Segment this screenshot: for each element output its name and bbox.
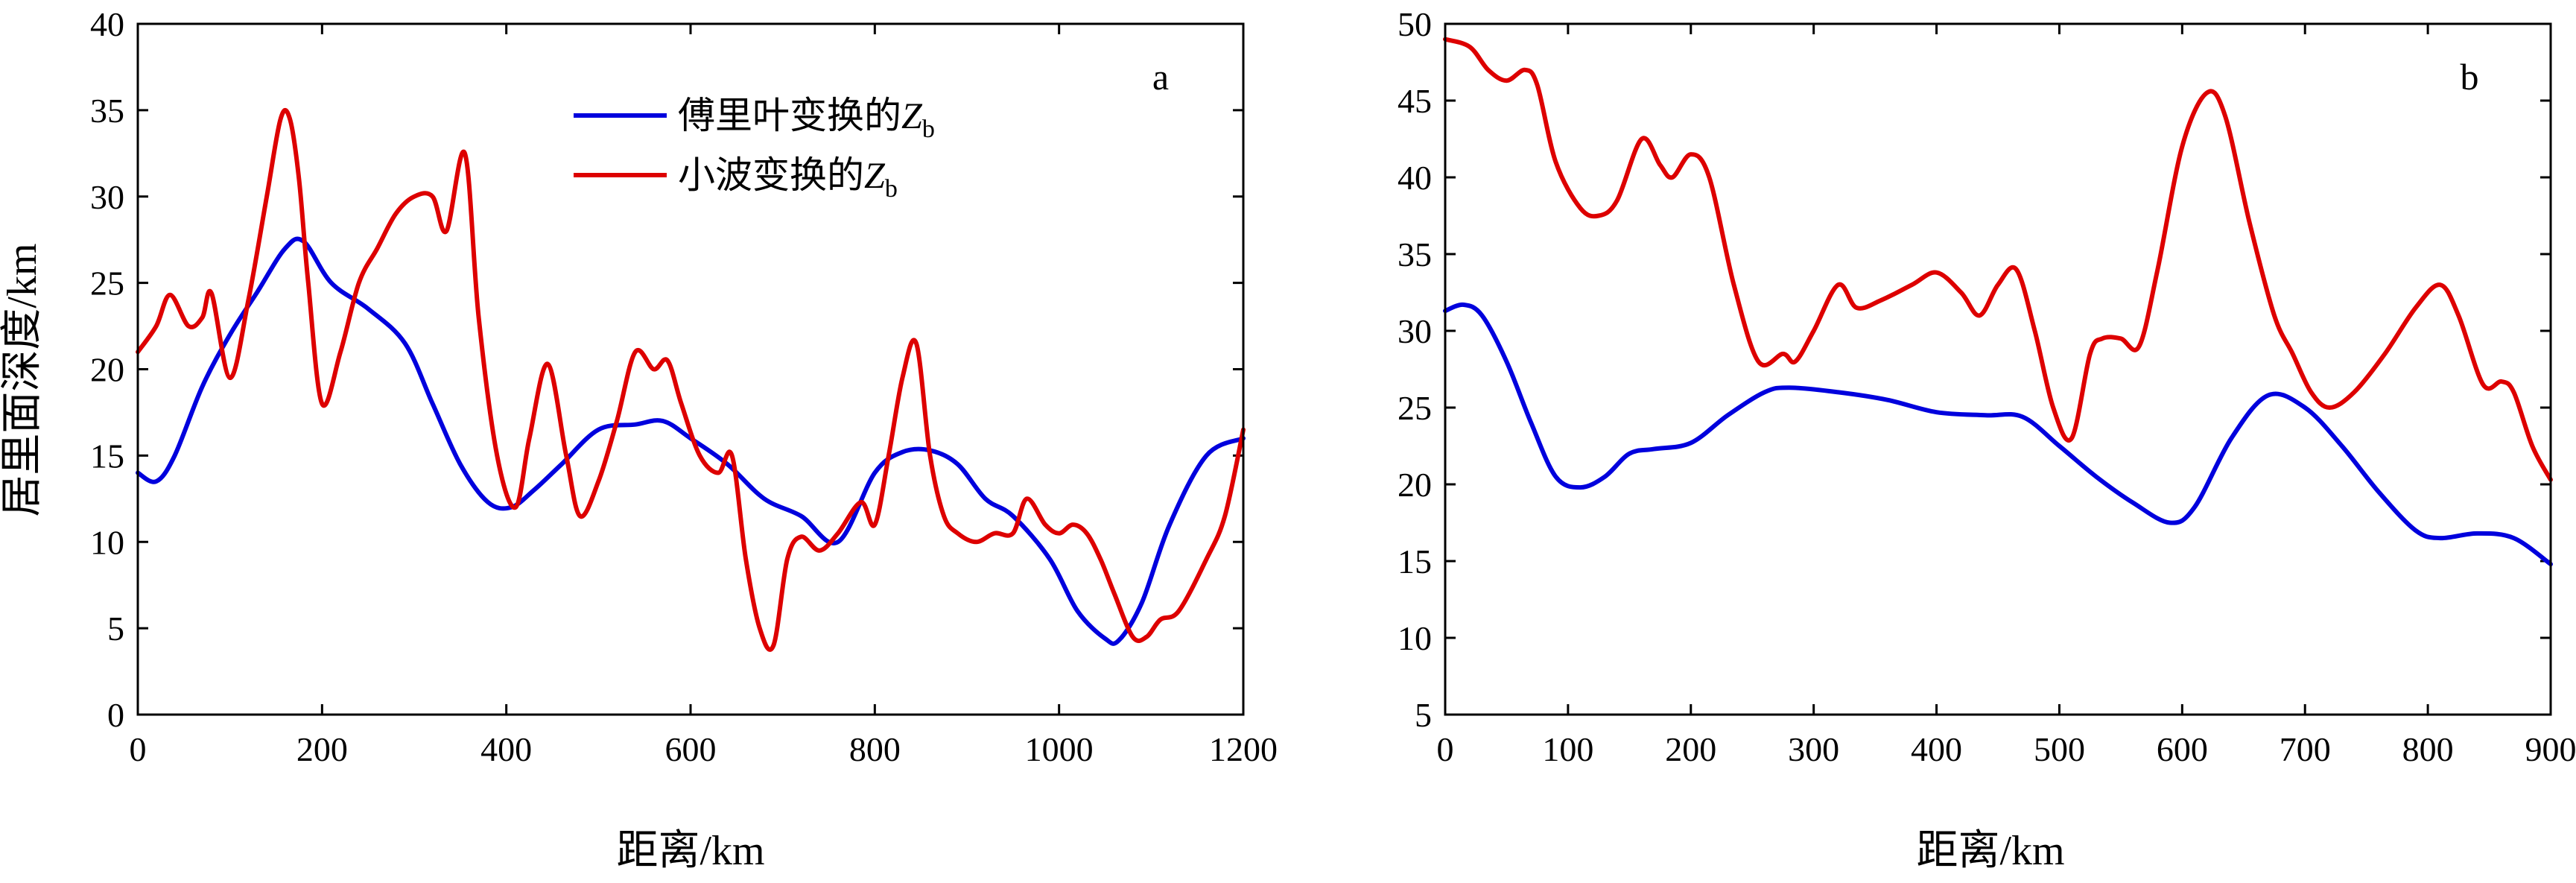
panel-b-y-tick-label: 10 [1398, 619, 1432, 657]
legend-entry-fourier: 傅里叶变换的Zb [678, 95, 935, 143]
legend-entry-wavelet: 小波变换的Zb [678, 154, 898, 203]
panel-b-ticks: 0 100 200 300 400 500 600 700 800 900 5 10 15 20 25 30 3… [1398, 5, 2576, 768]
panel-a-x-tick-label: 1000 [1025, 730, 1094, 768]
panel-b-x-tick-label: 500 [2034, 730, 2085, 768]
panel-a-series-line-fourier [136, 236, 1246, 646]
panel-b-series-line-wavelet [1443, 37, 2553, 482]
panel-b-x-tick-label: 700 [2280, 730, 2331, 768]
panel-b-y-tick-label: 45 [1398, 82, 1432, 120]
panel-b-tag: b [2461, 56, 2479, 98]
panel-b-series-line-fourier [1443, 302, 2553, 567]
panel-a-ticks: 0 200 400 600 800 1000 1200 0 5 10 15 20 25 30 35 40 [90, 5, 1278, 768]
panel-b-y-tick-label: 5 [1415, 696, 1432, 734]
panel-b-x-tick-label: 400 [1911, 730, 1962, 768]
panel-a-y-tick-label: 35 [90, 92, 124, 130]
panel-b-y-tick-label: 15 [1398, 542, 1432, 580]
panel-a-y-tick-label: 30 [90, 178, 124, 216]
panel-b-x-tick-label: 800 [2402, 730, 2454, 768]
panel-b-x-tick-label: 100 [1542, 730, 1593, 768]
panel-a-y-tick-label: 10 [90, 523, 124, 561]
panel-a: 居里面深度/km 0 200 400 600 800 1000 1200 0 5 10 15 20 25… [0, 5, 1278, 874]
panel-b-x-axis-label: 距离/km [1916, 828, 2064, 874]
panel-b-lines [1443, 37, 2553, 567]
panel-a-x-tick-label: 600 [665, 730, 717, 768]
panel-a-y-tick-label: 5 [107, 610, 124, 648]
panel-b: 0 100 200 300 400 500 600 700 800 900 5 10 15 20 25 30 3… [1398, 5, 2576, 874]
panel-a-lines [136, 107, 1246, 652]
panel-a-tag: a [1152, 56, 1169, 98]
panel-b-y-tick-label: 25 [1398, 389, 1432, 427]
panel-b-x-tick-label: 200 [1665, 730, 1716, 768]
panel-a-y-tick-label: 0 [107, 696, 124, 734]
panel-a-y-tick-label: 20 [90, 351, 124, 389]
panel-a-x-tick-label: 0 [130, 730, 147, 768]
panel-a-x-tick-label: 400 [480, 730, 532, 768]
panel-b-x-tick-label: 300 [1788, 730, 1839, 768]
panel-b-y-tick-label: 40 [1398, 159, 1432, 197]
panel-a-x-tick-label: 1200 [1209, 730, 1278, 768]
panel-a-legend: 傅里叶变换的Zb 小波变换的Zb [574, 95, 935, 203]
panel-a-x-tick-label: 200 [296, 730, 348, 768]
panel-a-series-line-wavelet [136, 107, 1246, 652]
panel-b-y-tick-label: 50 [1398, 5, 1432, 43]
panel-b-x-tick-label: 900 [2525, 730, 2576, 768]
panel-b-x-tick-label: 0 [1437, 730, 1454, 768]
panel-a-y-tick-label: 40 [90, 5, 124, 43]
panel-a-y-tick-label: 15 [90, 437, 124, 475]
panel-b-y-tick-label: 35 [1398, 235, 1432, 273]
panel-a-y-axis-label: 居里面深度/km [0, 243, 45, 516]
panel-b-plot-frame [1444, 22, 2552, 716]
panel-b-y-tick-label: 30 [1398, 312, 1432, 350]
panel-a-x-axis-label: 距离/km [616, 828, 764, 874]
panel-b-y-tick-label: 20 [1398, 466, 1432, 504]
panel-a-y-tick-label: 25 [90, 265, 124, 303]
panel-a-x-tick-label: 800 [849, 730, 901, 768]
panel-b-x-tick-label: 600 [2157, 730, 2208, 768]
panel-a-plot-frame [136, 22, 1245, 716]
